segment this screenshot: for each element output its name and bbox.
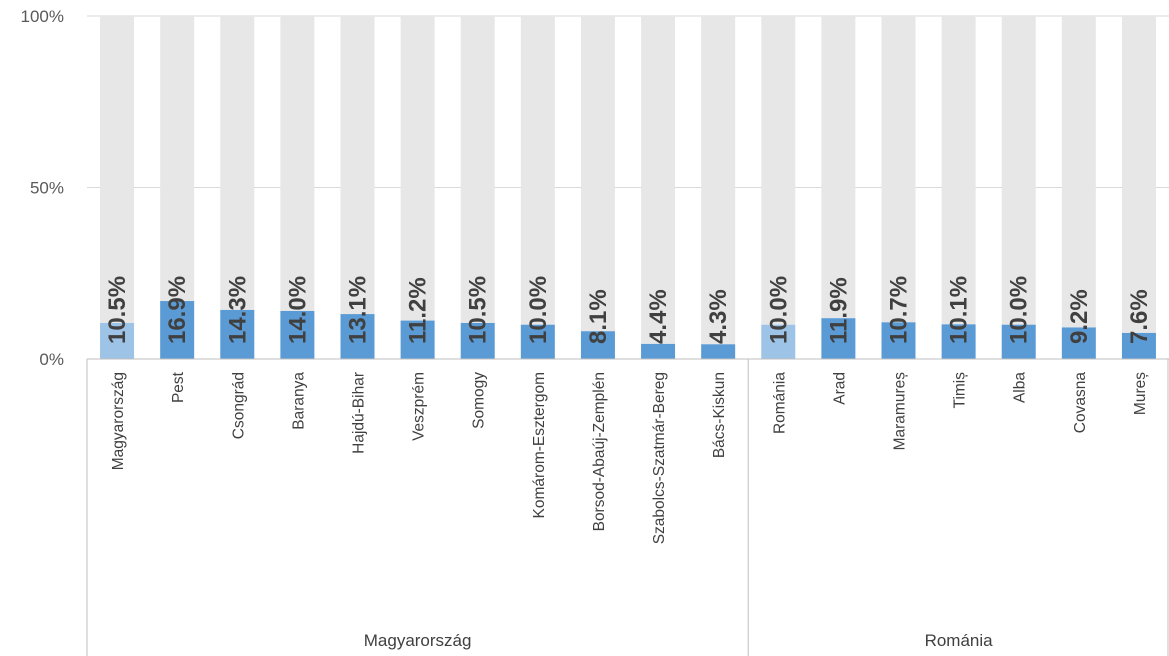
bar-remainder bbox=[400, 16, 435, 321]
bar-value bbox=[160, 301, 195, 359]
bar-remainder bbox=[280, 16, 315, 311]
bar-value bbox=[520, 324, 555, 359]
bar-remainder bbox=[580, 16, 615, 332]
y-tick-label: 50% bbox=[30, 179, 64, 198]
data-label: 8.1% bbox=[585, 289, 612, 344]
x-tick-label: Maramureș bbox=[892, 372, 909, 451]
bar-remainder bbox=[460, 16, 495, 323]
data-label: 4.3% bbox=[705, 289, 732, 344]
x-tick-label: Románia bbox=[771, 372, 788, 434]
x-tick-label: Veszprém bbox=[411, 372, 428, 441]
y-tick-label: 0% bbox=[39, 350, 64, 369]
bar-remainder bbox=[160, 16, 195, 302]
bar-value bbox=[340, 314, 375, 359]
x-tick-label: Arad bbox=[831, 372, 848, 405]
data-label: 10.5% bbox=[104, 276, 131, 344]
x-axis: Magyarország Pest Csongrád Baranya Hajdú-Bih… bbox=[86, 358, 1169, 656]
data-label: 10.0% bbox=[765, 276, 792, 344]
x-tick-label: Komárom-Esztergom bbox=[531, 372, 548, 518]
bar-remainder bbox=[100, 16, 135, 323]
bar-value bbox=[1121, 332, 1156, 359]
bar-value bbox=[400, 320, 435, 359]
data-label: 9.2% bbox=[1066, 289, 1093, 344]
group-label: Magyarország bbox=[364, 631, 472, 650]
data-label: 10.5% bbox=[465, 276, 492, 344]
bar-remainder bbox=[701, 16, 736, 345]
bar-remainder bbox=[340, 16, 375, 315]
x-tick-label: Pest bbox=[170, 371, 187, 403]
data-label: 13.1% bbox=[345, 276, 372, 344]
bar-value bbox=[941, 324, 976, 359]
data-label: 16.9% bbox=[164, 276, 191, 344]
x-tick-label: Magyarország bbox=[110, 372, 127, 470]
data-label: 10.0% bbox=[1006, 276, 1033, 344]
bar-value bbox=[881, 322, 916, 359]
x-tick-label: Baranya bbox=[290, 372, 307, 430]
bar-value bbox=[761, 324, 796, 359]
bar-remainder bbox=[520, 16, 555, 325]
y-axis: 0% 50% 100% bbox=[21, 7, 64, 369]
bar-remainder bbox=[220, 16, 255, 310]
bar-value bbox=[280, 310, 315, 359]
data-labels: 10.5% 16.9% 14.3% 14.0% 13.1% 11.2% 10.5% 10.0%… bbox=[104, 276, 1153, 344]
data-label: 14.0% bbox=[284, 276, 311, 344]
data-label: 11.2% bbox=[405, 277, 432, 344]
x-tick-label: Borsod-Abaúj-Zemplén bbox=[591, 372, 608, 531]
bar-value bbox=[1001, 324, 1036, 359]
bar-value bbox=[641, 343, 676, 359]
bar-remainder bbox=[1121, 16, 1156, 333]
bars bbox=[100, 16, 1156, 359]
bar-remainder bbox=[1061, 16, 1096, 328]
x-tick-label: Hajdú-Bihar bbox=[351, 372, 368, 454]
x-tick-label: Somogy bbox=[471, 372, 488, 429]
bar-value bbox=[701, 344, 736, 359]
bar-value bbox=[100, 322, 135, 359]
data-label: 14.3% bbox=[224, 276, 251, 344]
bar-remainder bbox=[641, 16, 676, 344]
x-tick-label: Covasna bbox=[1072, 372, 1089, 434]
x-tick-label: Timiș bbox=[952, 372, 969, 409]
bar-remainder bbox=[941, 16, 976, 325]
bar-value bbox=[1061, 327, 1096, 359]
group-label: Románia bbox=[925, 631, 994, 650]
data-label: 11.9% bbox=[825, 277, 852, 344]
data-label: 10.7% bbox=[886, 276, 913, 344]
bar-value bbox=[460, 322, 495, 359]
bar-value bbox=[821, 318, 856, 359]
bar-remainder bbox=[761, 16, 796, 325]
x-tick-label: Csongrád bbox=[230, 372, 247, 439]
data-label: 7.6% bbox=[1126, 289, 1153, 344]
y-tick-label: 100% bbox=[21, 7, 64, 26]
bar-remainder bbox=[881, 16, 916, 323]
data-label: 4.4% bbox=[645, 289, 672, 344]
x-tick-label: Szabolcs-Szatmár-Bereg bbox=[651, 372, 668, 544]
x-tick-label: Bács-Kiskun bbox=[711, 372, 728, 458]
data-label: 10.1% bbox=[946, 276, 973, 344]
bar-value bbox=[580, 331, 615, 359]
data-label: 10.0% bbox=[525, 276, 552, 344]
bar-value bbox=[220, 309, 255, 359]
x-tick-label: Alba bbox=[1012, 372, 1029, 403]
bar-remainder bbox=[821, 16, 856, 319]
x-tick-label: Mureș bbox=[1132, 372, 1149, 415]
bar-remainder bbox=[1001, 16, 1036, 325]
